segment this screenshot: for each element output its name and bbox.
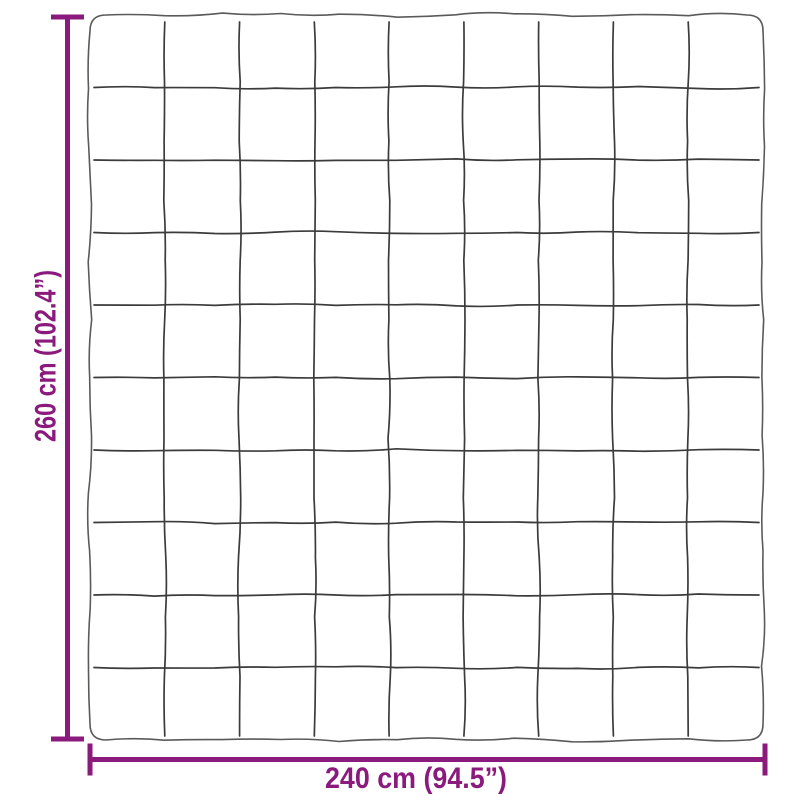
grid-vertical-lines <box>162 21 691 737</box>
width-dimension-label: 240 cm (94.5”) <box>325 762 507 795</box>
blanket-outline <box>86 11 766 743</box>
blanket-outline-and-grid <box>86 11 766 743</box>
dimension-lines <box>51 14 768 776</box>
height-dimension-label: 260 cm (102.4”) <box>30 270 63 442</box>
grid-horizontal-lines <box>93 85 760 670</box>
